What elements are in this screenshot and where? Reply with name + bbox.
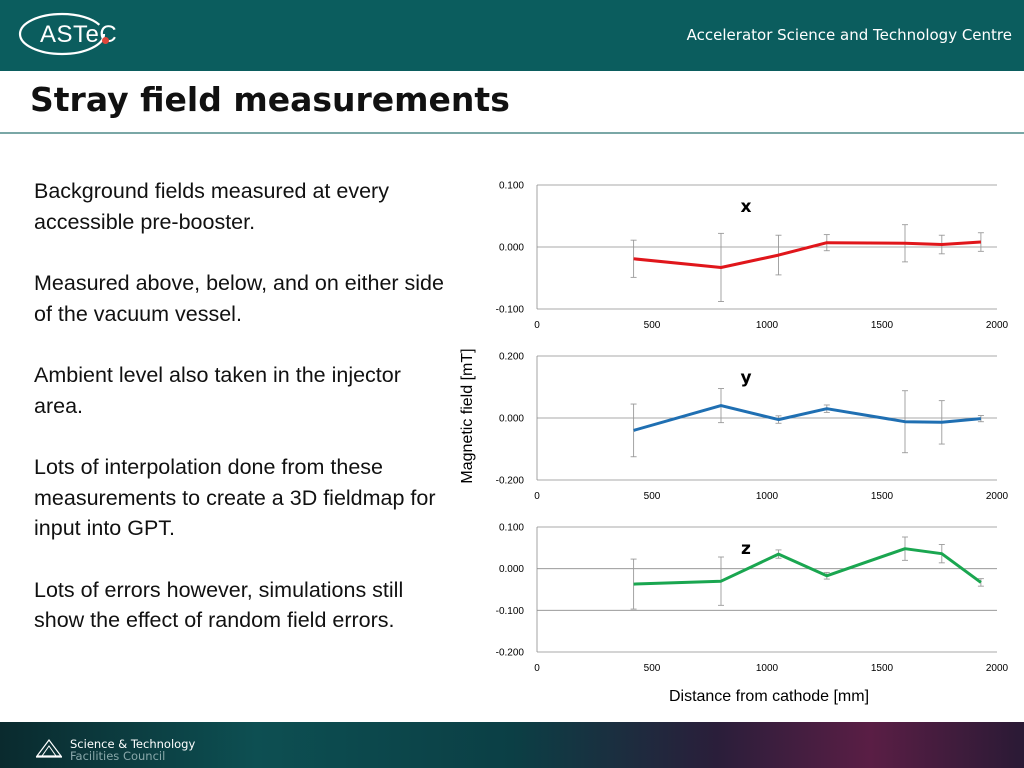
y-tick-label: -0.100 [496, 606, 525, 617]
bullet-list: Background fields measured at every acce… [34, 176, 454, 667]
footer-bar [0, 722, 1024, 768]
logo-text: ASTeC [40, 21, 118, 48]
x-tick-label: 500 [644, 491, 661, 502]
x-tick-label: 0 [534, 320, 540, 331]
y-tick-label: 0.000 [499, 414, 524, 425]
y-tick-label: 0.100 [499, 523, 524, 534]
bullet-item: Lots of errors however, simulations stil… [34, 577, 404, 633]
y-tick-label: 0.200 [499, 352, 524, 363]
bullet-item: Lots of interpolation done from these me… [34, 455, 436, 540]
x-tick-label: 1500 [871, 320, 894, 331]
footer-org: Science & Technology Facilities Council [70, 738, 195, 762]
y-tick-label: 0.000 [499, 243, 524, 254]
x-tick-label: 2000 [986, 491, 1009, 502]
chart-canvas: 0.100 0.000 -0.100 0 500 1000 1500 2000 x 0.200 0.… [459, 181, 1009, 706]
bullet-item: Ambient level also taken in the injector… [34, 363, 401, 418]
y-tick-label: -0.100 [496, 305, 525, 316]
stray-field-charts: 0.100 0.000 -0.100 0 500 1000 1500 2000 x 0.200 0.… [450, 168, 1024, 718]
y-tick-label: 0.000 [499, 564, 524, 575]
panel-label-z: z [741, 539, 751, 559]
bullet-item: Measured above, below, and on either sid… [34, 271, 444, 326]
panel-label-y: y [740, 368, 751, 388]
x-tick-label: 0 [534, 663, 540, 674]
x-tick-label: 1000 [756, 663, 779, 674]
stfc-logo-icon [35, 739, 63, 758]
footer-line1: Science & Technology [70, 737, 196, 751]
x-tick-label: 1000 [756, 491, 779, 502]
logo-dot-icon [102, 37, 109, 44]
header-bar: ASTeC Accelerator Science and Technology… [0, 0, 1024, 71]
x-axis-label: Distance from cathode [mm] [669, 688, 869, 705]
x-tick-label: 2000 [986, 663, 1009, 674]
org-name: Accelerator Science and Technology Centr… [686, 26, 1012, 44]
x-tick-label: 500 [644, 663, 661, 674]
y-tick-label: -0.200 [496, 648, 525, 659]
y-axis-label: Magnetic field [mT] [459, 348, 476, 483]
footer-line2: Facilities Council [70, 749, 166, 763]
series-line-z [633, 547, 982, 586]
bullet-item: Background fields measured at every acce… [34, 179, 389, 234]
panel-label-x: x [741, 197, 752, 217]
y-tick-label: 0.100 [499, 181, 524, 192]
x-tick-label: 1500 [871, 491, 894, 502]
astec-logo: ASTeC [18, 12, 117, 56]
y-tick-label: -0.200 [496, 476, 525, 487]
x-tick-label: 2000 [986, 320, 1009, 331]
logo-swoosh-icon [18, 12, 106, 56]
x-tick-label: 1500 [871, 663, 894, 674]
x-tick-label: 1000 [756, 320, 779, 331]
title-divider [0, 132, 1024, 134]
page-title: Stray field measurements [30, 80, 510, 119]
x-tick-label: 500 [644, 320, 661, 331]
series-line-x [633, 240, 981, 269]
series-line-y [633, 404, 982, 432]
x-tick-label: 0 [534, 491, 540, 502]
